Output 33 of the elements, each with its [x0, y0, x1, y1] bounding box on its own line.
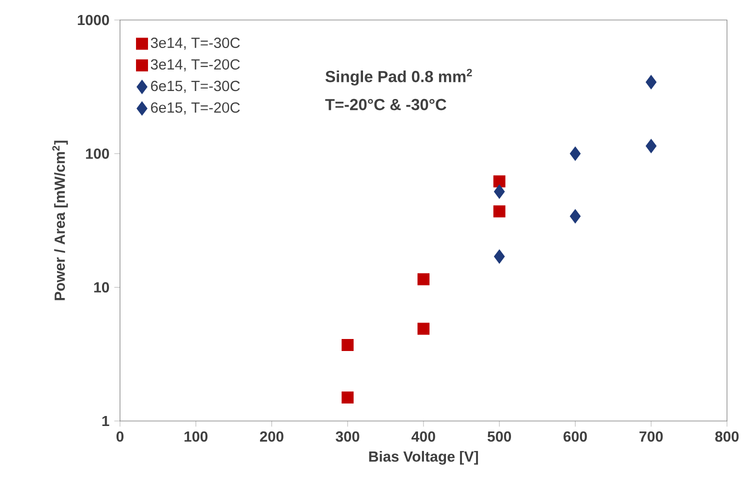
point: [493, 205, 506, 218]
y-tick-label: 100: [86, 148, 109, 159]
point: [418, 273, 430, 286]
point: [646, 138, 657, 154]
point: [342, 391, 354, 404]
y-tick-label: 1000: [78, 14, 109, 26]
x-axis-title: Bias Voltage [V]: [369, 450, 478, 465]
point: [494, 184, 505, 199]
x-tick-label: 300: [336, 431, 360, 442]
x-tick-label: 400: [411, 431, 436, 442]
x-tick-label: 500: [488, 431, 511, 442]
x-tick-label: 700: [640, 431, 663, 442]
y-tick-label: 1: [102, 416, 110, 426]
legend-label: 6e15, T=-20C: [151, 102, 240, 114]
point: [342, 339, 354, 352]
legend-label: 6e15, T=-30C: [151, 80, 240, 93]
point: [646, 75, 657, 90]
y-tick-label: 10: [94, 282, 109, 293]
x-tick-label: 100: [184, 431, 208, 442]
point: [570, 209, 581, 224]
y-axis-title: Power / Area [mW/cm$^{2}$]: [52, 140, 68, 300]
legend-label: 3e14, T=-20C: [150, 59, 240, 72]
annotation: T=-20°C & -30°C: [325, 98, 446, 110]
x-tick-label: 600: [564, 431, 587, 442]
legend-label: 3e14, T=-30C: [150, 38, 240, 50]
point: [570, 146, 581, 161]
point: [494, 249, 505, 264]
x-tick-label: 200: [260, 431, 284, 442]
x-tick-label: 800: [715, 431, 739, 442]
point: [493, 175, 506, 188]
annotation: Single Pad 0.8 mm$^{2}$: [325, 68, 472, 86]
x-tick-label: 0: [116, 431, 124, 442]
point: [418, 322, 430, 335]
